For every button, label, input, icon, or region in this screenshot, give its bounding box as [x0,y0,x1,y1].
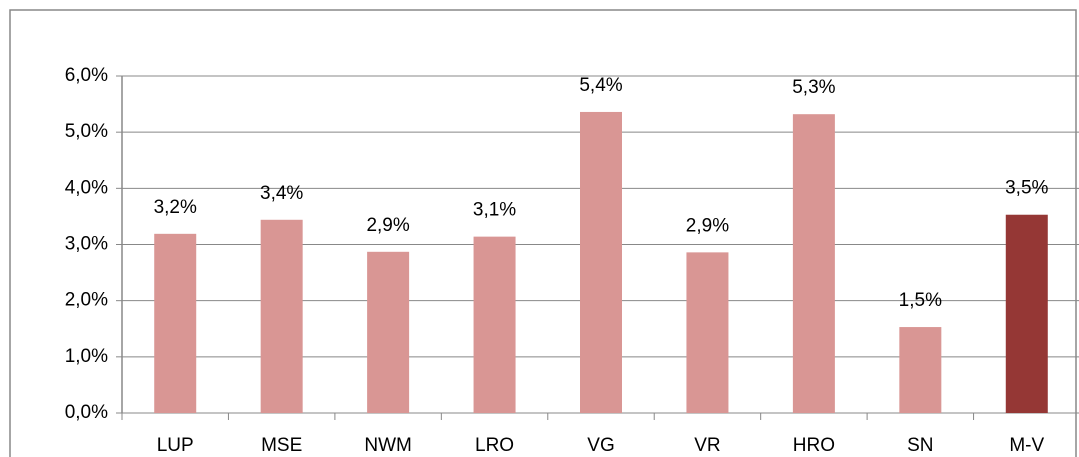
x-tick-label: NWM [364,435,411,456]
y-tick-label: 3,0% [65,234,108,255]
value-label: 2,9% [366,215,409,236]
bar [686,252,729,413]
value-label: 3,5% [1005,178,1048,199]
value-label: 3,4% [260,183,303,204]
y-tick-label: 4,0% [65,177,108,198]
bar [473,236,516,413]
value-label: 3,1% [473,200,516,221]
y-tick-label: 6,0% [65,65,108,86]
x-tick-label: MSE [261,435,302,456]
bar [367,251,410,413]
bar [260,219,303,413]
x-tick-label: VG [587,435,614,456]
y-tick-label: 2,0% [65,290,108,311]
chart-border [9,9,1077,457]
bar [1005,214,1048,413]
x-tick-label: SN [907,435,933,456]
y-tick-label: 0,0% [65,402,108,423]
value-label: 3,2% [154,197,197,218]
x-tick-label: LUP [157,435,194,456]
bar [580,111,622,414]
y-tick-label: 5,0% [65,121,108,142]
value-label: 1,5% [899,290,942,311]
x-tick-label: HRO [793,435,835,456]
value-label: 5,3% [792,77,835,98]
value-label: 2,9% [686,215,729,236]
value-label: 5,4% [579,75,622,96]
x-tick-label: LRO [475,435,514,456]
x-tick-label: VR [694,435,720,456]
bar [899,327,942,413]
x-tick-label: M-V [1009,435,1044,456]
bar [154,233,197,413]
y-tick-label: 1,0% [65,346,108,367]
bar [792,114,835,414]
